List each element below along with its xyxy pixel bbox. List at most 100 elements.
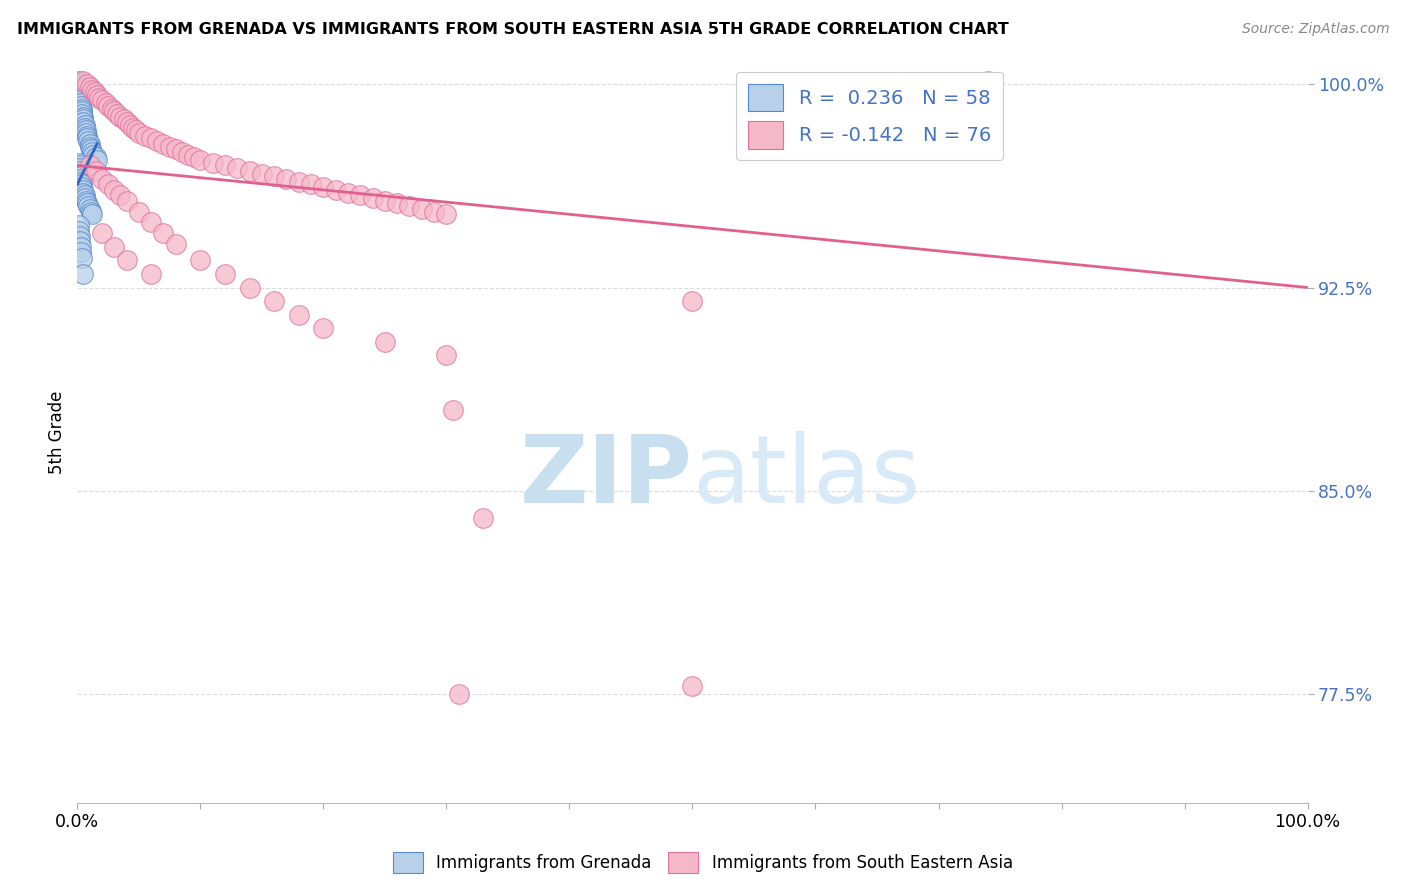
Point [411,202,433,216]
Point [72,115,94,129]
Point [67,218,90,232]
Point [170,145,193,159]
Point [80,142,103,156]
Point [69,161,91,176]
Point [141,131,163,145]
Point [70,245,93,260]
Point [97,99,120,113]
Point [69,79,91,94]
Point [159,139,181,153]
Point [70,94,93,108]
Point [82,145,104,159]
Point [70,169,93,184]
Point [70,102,93,116]
Point [398,199,420,213]
Point [134,128,156,143]
Point [441,402,464,417]
Point [146,134,169,148]
Point [374,194,396,208]
Point [76,131,98,145]
Point [423,204,446,219]
Point [70,99,93,113]
Point [70,180,93,194]
Point [69,235,91,249]
Point [67,223,90,237]
Point [447,687,470,701]
Text: ZIP: ZIP [520,431,693,523]
Point [76,77,98,91]
Point [82,207,104,221]
Point [90,227,114,241]
Point [70,96,93,111]
Point [69,87,91,102]
Point [177,147,200,161]
Point [76,196,98,211]
Legend: Immigrants from Grenada, Immigrants from South Eastern Asia: Immigrants from Grenada, Immigrants from… [387,846,1019,880]
Point [72,267,94,281]
Point [103,104,125,119]
Point [67,74,90,88]
Point [94,96,117,111]
Point [214,159,236,173]
Point [73,118,96,132]
Point [276,172,298,186]
Point [110,110,132,124]
Point [90,172,114,186]
Point [70,178,93,192]
Point [72,186,94,200]
Point [325,183,347,197]
Point [72,110,94,124]
Point [201,155,224,169]
Point [76,128,98,143]
Point [141,267,163,281]
Legend: R =  0.236   N = 58, R = -0.142   N = 76: R = 0.236 N = 58, R = -0.142 N = 76 [737,72,1002,161]
Point [70,107,93,121]
Point [112,112,135,127]
Point [73,120,96,135]
Point [250,167,273,181]
Point [69,77,91,91]
Point [436,207,458,221]
Point [977,74,1000,88]
Point [183,150,205,164]
Point [115,194,138,208]
Point [69,85,91,99]
Point [79,79,101,94]
Point [67,155,90,169]
Point [188,153,212,167]
Point [101,102,124,116]
Point [214,267,236,281]
Point [83,85,105,99]
Point [141,215,163,229]
Point [67,159,90,173]
Point [288,308,311,322]
Point [152,136,174,151]
Point [288,175,311,189]
Point [152,227,174,241]
Point [337,186,360,200]
Point [84,164,107,178]
Point [73,191,96,205]
Point [103,240,125,254]
Point [70,172,93,186]
Point [385,196,409,211]
Point [682,679,704,693]
Point [84,150,107,164]
Text: atlas: atlas [693,431,921,523]
Point [105,107,128,121]
Point [682,294,704,309]
Point [90,94,114,108]
Point [79,159,101,173]
Point [72,74,94,88]
Point [82,82,104,96]
Point [86,153,108,167]
Point [188,253,212,268]
Point [239,280,262,294]
Point [70,91,93,105]
Point [125,123,148,137]
Point [79,136,101,151]
Point [79,139,101,153]
Point [69,229,91,244]
Point [121,120,143,135]
Point [73,188,96,202]
